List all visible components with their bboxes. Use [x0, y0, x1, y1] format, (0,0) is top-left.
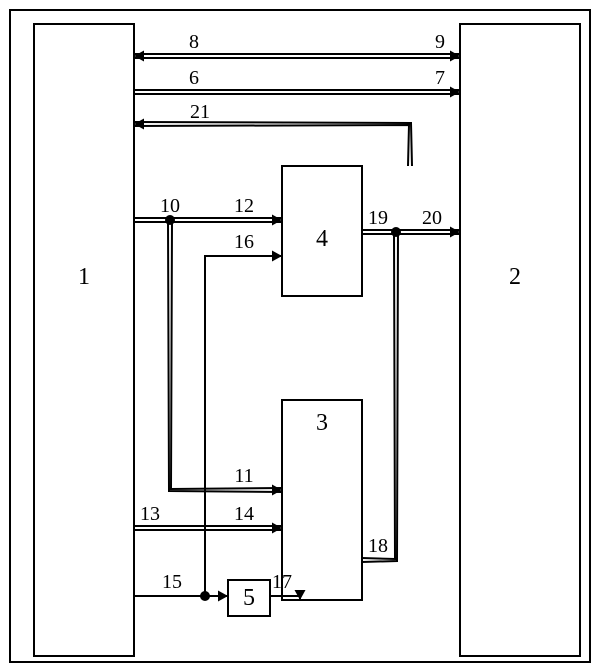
edge-label: 18	[368, 535, 388, 557]
edge-label: 6	[189, 67, 199, 89]
connector-p15: 15	[134, 571, 228, 602]
block-label-b3: 3	[316, 410, 328, 436]
edge-label: 16	[234, 231, 254, 253]
block-b1	[34, 24, 134, 656]
arrowhead	[272, 485, 282, 496]
diagram-canvas: 124358967211012192011131418161517	[0, 0, 600, 672]
arrowhead	[450, 227, 460, 238]
connector-p18: 18	[362, 232, 398, 562]
arrowhead	[272, 215, 282, 226]
edge-label: 9	[435, 31, 445, 53]
connector-p6_7: 67	[134, 67, 460, 98]
arrowhead	[272, 523, 282, 534]
connector-p11: 11	[168, 220, 282, 496]
connector-p21: 21	[134, 101, 412, 166]
edge-label: 7	[435, 67, 445, 89]
connector-p13_14: 13 14	[134, 503, 282, 534]
edge-label: 17	[272, 571, 292, 593]
connector-p8_9: 89	[134, 31, 460, 62]
edge-label: 12	[234, 195, 254, 217]
edge-label: 10	[160, 195, 180, 217]
block-label-b5: 5	[243, 585, 255, 611]
edge-label: 19	[368, 207, 388, 229]
edge-line	[205, 256, 282, 596]
block-b2	[460, 24, 580, 656]
edge-label: 8	[189, 31, 199, 53]
arrowhead	[134, 51, 144, 62]
block-label-b2: 2	[509, 264, 521, 290]
edge-label: 13	[140, 503, 160, 525]
block-label-b4: 4	[316, 226, 328, 252]
edge-label: 21	[190, 101, 210, 123]
edge-line	[134, 125, 409, 166]
node-n19	[391, 227, 401, 237]
edge-label: 15	[162, 571, 182, 593]
connector-p16: 16	[205, 231, 282, 596]
block-label-b1: 1	[78, 264, 90, 290]
arrowhead	[134, 119, 144, 130]
node-n10	[165, 215, 175, 225]
edge-label: 11	[234, 465, 253, 487]
connector-p10_12: 10 12	[134, 195, 282, 226]
edge-line	[171, 220, 282, 489]
edge-line	[362, 232, 395, 559]
edge-label: 14	[234, 503, 254, 525]
arrowhead	[218, 591, 228, 602]
node-n15	[200, 591, 210, 601]
connector-p19_20: 1920	[362, 207, 460, 238]
arrowhead	[272, 251, 282, 262]
arrowhead	[450, 87, 460, 98]
edge-line	[168, 220, 282, 492]
edge-label: 20	[422, 207, 442, 229]
edge-line	[134, 122, 412, 166]
edge-line	[362, 232, 398, 562]
arrowhead	[450, 51, 460, 62]
